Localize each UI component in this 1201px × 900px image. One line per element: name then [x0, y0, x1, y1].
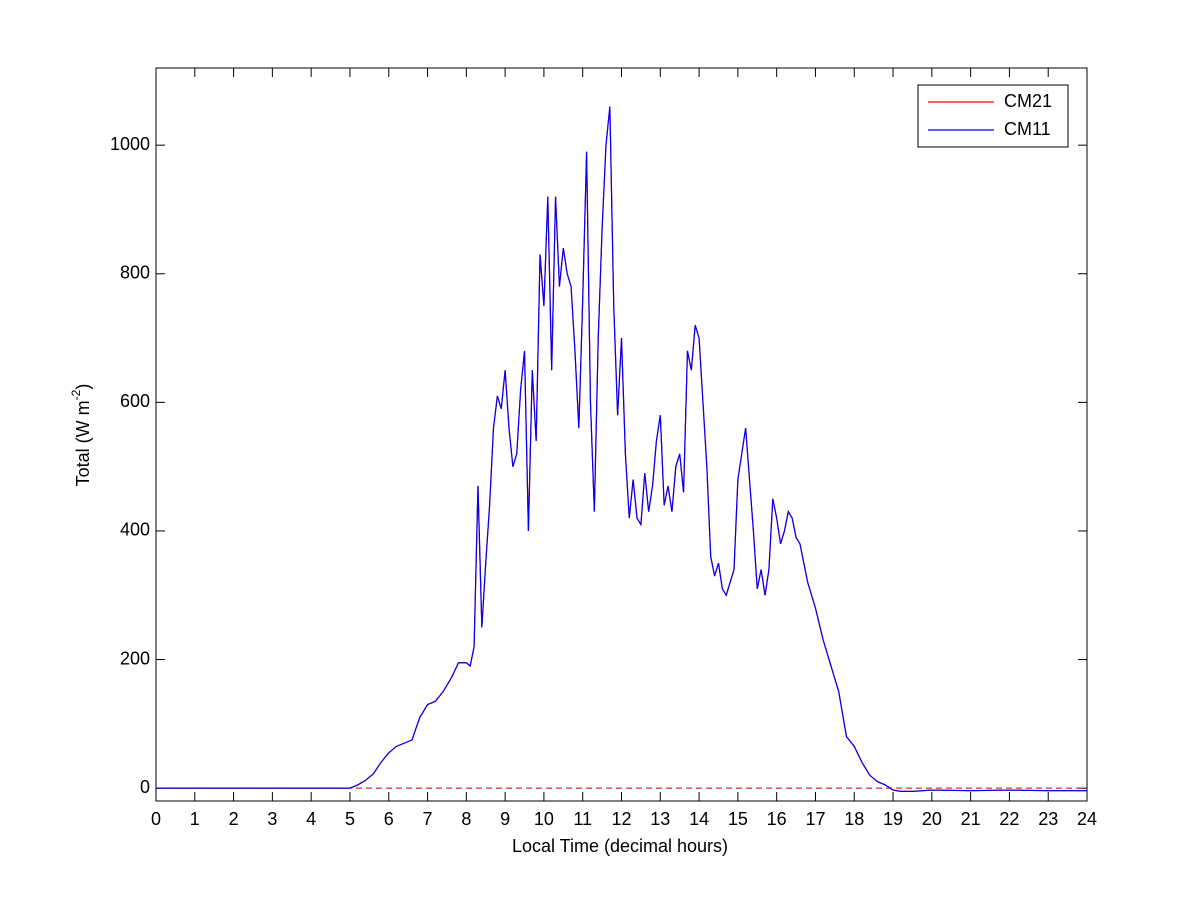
x-tick-label: 14 — [689, 809, 709, 829]
x-tick-label: 22 — [999, 809, 1019, 829]
x-tick-label: 11 — [573, 809, 592, 829]
x-tick-label: 4 — [306, 809, 316, 829]
y-tick-label: 200 — [120, 648, 150, 668]
x-axis-label: Local Time (decimal hours) — [512, 836, 728, 856]
y-tick-label: 600 — [120, 391, 150, 411]
x-tick-label: 23 — [1038, 809, 1058, 829]
x-tick-label: 7 — [423, 809, 433, 829]
x-tick-label: 13 — [650, 809, 670, 829]
x-tick-label: 12 — [611, 809, 631, 829]
x-tick-label: 3 — [267, 809, 277, 829]
legend-label: CM21 — [1004, 91, 1052, 111]
x-tick-label: 2 — [229, 809, 239, 829]
x-tick-label: 8 — [461, 809, 471, 829]
y-tick-label: 800 — [120, 263, 150, 283]
y-label-sup: -2 — [69, 389, 83, 400]
y-tick-label: 1000 — [110, 134, 150, 154]
legend-box — [917, 84, 1069, 148]
x-tick-label: 24 — [1077, 809, 1097, 829]
x-tick-label: 17 — [805, 809, 825, 829]
y-label-text: Total (W m — [73, 400, 93, 486]
x-tick-label: 15 — [728, 809, 748, 829]
x-tick-label: 21 — [961, 809, 981, 829]
x-tick-label: 9 — [500, 809, 510, 829]
x-tick-label: 18 — [844, 809, 864, 829]
y-tick-label: 400 — [120, 520, 150, 540]
legend-label: CM11 — [1004, 119, 1051, 139]
x-tick-label: 16 — [767, 809, 787, 829]
x-tick-label: 19 — [883, 809, 903, 829]
y-tick-label: 0 — [140, 777, 150, 797]
x-tick-label: 1 — [190, 809, 200, 829]
y-label-suffix: ) — [73, 384, 93, 390]
y-axis-label: Total (W m-2) — [69, 384, 93, 487]
x-tick-label: 5 — [345, 809, 355, 829]
x-tick-label: 6 — [384, 809, 394, 829]
plot-frame — [155, 67, 1088, 802]
x-tick-label: 10 — [534, 809, 554, 829]
series-line — [156, 106, 1087, 792]
x-tick-label: 20 — [922, 809, 942, 829]
x-tick-label: 0 — [151, 809, 161, 829]
